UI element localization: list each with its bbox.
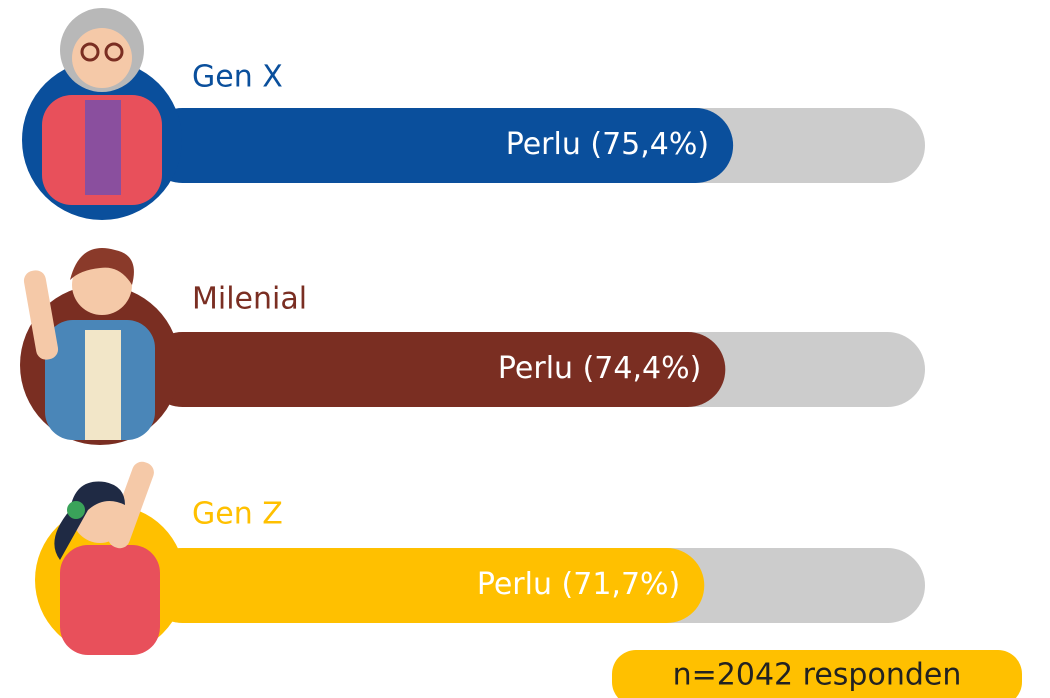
note-text: n=2042 responden <box>673 658 962 693</box>
value-label: Perlu (74,4%) <box>498 351 701 386</box>
chart: Gen X Perlu (75,4%) Milenial Perlu (74,4%) G… <box>0 0 1050 698</box>
avatar-milenial <box>20 248 180 445</box>
category-label: Milenial <box>192 282 307 317</box>
value-label: Perlu (75,4%) <box>506 127 709 162</box>
avatars <box>20 8 185 655</box>
note: n=2042 responden <box>612 650 1022 698</box>
value-label: Perlu (71,7%) <box>477 567 680 602</box>
avatar-gen-z <box>35 459 185 655</box>
category-label: Gen Z <box>192 497 283 532</box>
avatar-gen-x <box>22 8 182 220</box>
bars: Gen X Perlu (75,4%) Milenial Perlu (74,4%) G… <box>145 60 925 624</box>
category-label: Gen X <box>192 60 283 95</box>
